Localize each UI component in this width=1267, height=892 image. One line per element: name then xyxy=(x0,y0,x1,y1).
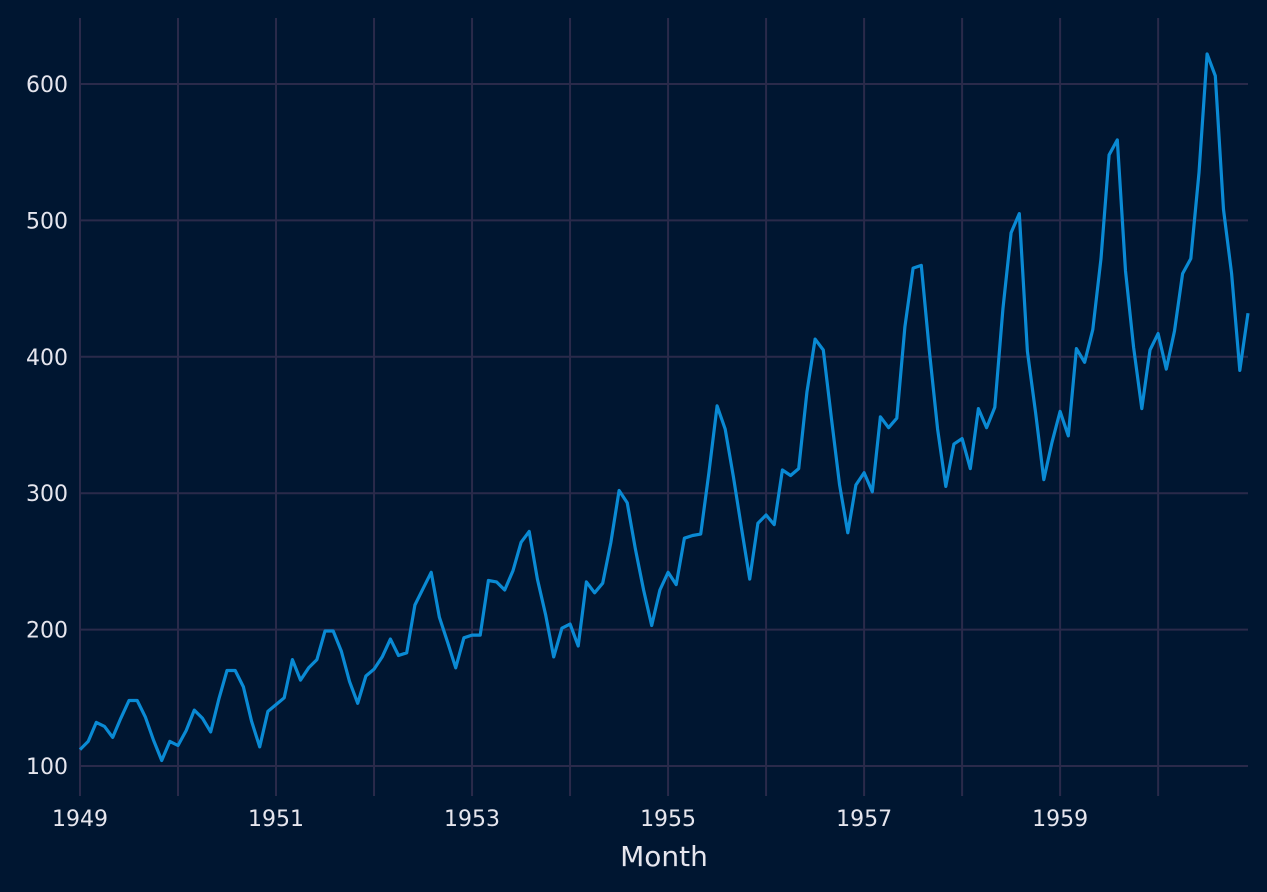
y-tick-label: 500 xyxy=(26,209,68,234)
y-tick-label: 400 xyxy=(26,346,68,371)
y-tick-label: 600 xyxy=(26,73,68,98)
y-tick-label: 300 xyxy=(26,482,68,507)
y-tick-label: 200 xyxy=(26,619,68,644)
tick-labels: 100 200 300 400 500 600 1949 1951 1953 1955 1957 19… xyxy=(26,73,1088,832)
x-tick-label: 1953 xyxy=(444,807,500,832)
series-line xyxy=(78,52,1250,763)
x-tick-label: 1955 xyxy=(640,807,696,832)
y-tick-label: 100 xyxy=(26,755,68,780)
x-tick-label: 1951 xyxy=(248,807,304,832)
grid xyxy=(79,18,1248,796)
x-tick-label: 1959 xyxy=(1032,807,1088,832)
x-tick-label: 1949 xyxy=(52,807,108,832)
x-axis-label: Month xyxy=(620,840,708,873)
series xyxy=(78,52,1250,763)
x-tick-label: 1957 xyxy=(836,807,892,832)
